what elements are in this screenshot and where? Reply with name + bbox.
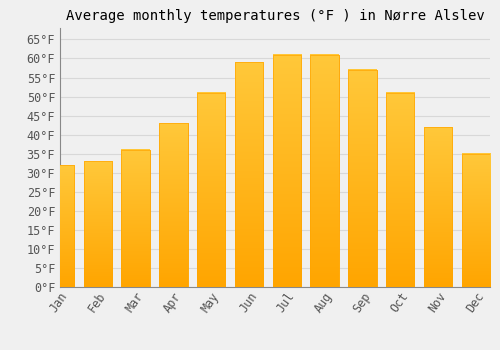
Bar	[386, 93, 414, 287]
Bar	[235, 62, 263, 287]
Bar	[272, 55, 301, 287]
Bar	[424, 127, 452, 287]
Bar	[310, 55, 339, 287]
Bar	[272, 55, 301, 287]
Bar	[159, 123, 188, 287]
Bar	[424, 127, 452, 287]
Bar	[348, 70, 376, 287]
Bar	[122, 150, 150, 287]
Bar	[462, 154, 490, 287]
Bar	[235, 62, 263, 287]
Bar	[310, 55, 339, 287]
Bar	[197, 93, 226, 287]
Title: Average monthly temperatures (°F ) in Nørre Alslev: Average monthly temperatures (°F ) in Nø…	[66, 9, 484, 23]
Bar	[84, 161, 112, 287]
Bar	[462, 154, 490, 287]
Bar	[159, 123, 188, 287]
Bar	[386, 93, 414, 287]
Bar	[46, 165, 74, 287]
Bar	[122, 150, 150, 287]
Bar	[197, 93, 226, 287]
Bar	[46, 165, 74, 287]
Bar	[348, 70, 376, 287]
Bar	[84, 161, 112, 287]
